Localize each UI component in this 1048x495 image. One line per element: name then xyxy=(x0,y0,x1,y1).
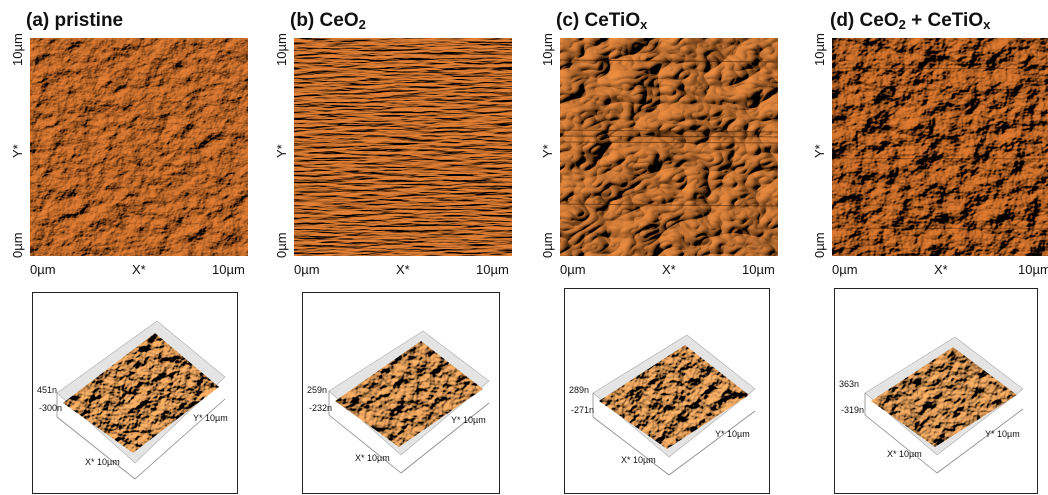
afm-3d-surface-plot: 451n -300n X* 10µm Y* 10µm xyxy=(32,292,238,494)
afm-image-2d xyxy=(30,38,248,256)
x-axis-left-label: 0µm xyxy=(30,262,56,277)
panel-b: (b) CeO2 10µm Y* 0µm 0µm X* 10µm xyxy=(264,0,526,495)
y-axis-label: Y* xyxy=(540,144,555,158)
z-min-label: -300n xyxy=(39,403,63,413)
z-max-label: 259n xyxy=(307,385,328,395)
y-axis-label: Y* xyxy=(10,144,25,158)
x-axis-label: X* xyxy=(662,262,676,277)
z-min-label: -271n xyxy=(571,405,595,415)
afm-image-2d xyxy=(832,38,1048,256)
x-axis-3d-label: X* 10µm xyxy=(887,449,922,459)
panel-title: (d) CeO2 + CeTiOx xyxy=(830,10,991,32)
z-min-label: -232n xyxy=(309,403,333,413)
y-axis-top-label: 10µm xyxy=(812,33,827,66)
z-max-label: 289n xyxy=(569,385,590,395)
afm-3d-surface-plot: 289n -271n X* 10µm Y* 10µm xyxy=(564,288,770,494)
x-axis-right-label: 10µm xyxy=(476,262,509,277)
afm-3d-surface-plot: 363n -319n X* 10µm Y* 10µm xyxy=(834,288,1038,494)
x-axis-3d-label: X* 10µm xyxy=(621,455,656,465)
panel-title: (b) CeO2 xyxy=(290,10,366,32)
x-axis-left-label: 0µm xyxy=(560,262,586,277)
x-axis-3d-label: X* 10µm xyxy=(355,453,390,463)
z-min-label: -319n xyxy=(841,405,865,415)
y-axis-top-label: 10µm xyxy=(540,33,555,66)
y-axis-3d-label: Y* 10µm xyxy=(193,413,228,423)
x-axis-right-label: 10µm xyxy=(1018,262,1048,277)
y-axis-top-label: 10µm xyxy=(10,33,25,66)
z-max-label: 451n xyxy=(37,385,58,395)
x-axis-label: X* xyxy=(934,262,948,277)
x-axis-right-label: 10µm xyxy=(742,262,775,277)
x-axis-3d-label: X* 10µm xyxy=(85,457,120,467)
x-axis-right-label: 10µm xyxy=(212,262,245,277)
y-axis-bottom-label: 0µm xyxy=(812,232,827,258)
y-axis-bottom-label: 0µm xyxy=(274,232,289,258)
afm-3d-surface-plot: 259n -232n X* 10µm Y* 10µm xyxy=(302,292,500,494)
x-axis-label: X* xyxy=(396,262,410,277)
y-axis-3d-label: Y* 10µm xyxy=(715,429,750,439)
y-axis-3d-label: Y* 10µm xyxy=(451,415,486,425)
panel-a: (a) pristine 10µm Y* 0µm 0µm X* 10µm xyxy=(0,0,262,495)
y-axis-label: Y* xyxy=(812,144,827,158)
afm-image-2d xyxy=(560,38,778,256)
panel-d: (d) CeO2 + CeTiOx 10µm Y* 0µm 0µm X* xyxy=(796,0,1048,495)
x-axis-left-label: 0µm xyxy=(294,262,320,277)
panel-title: (c) CeTiOx xyxy=(556,10,648,32)
z-max-label: 363n xyxy=(839,379,860,389)
y-axis-label: Y* xyxy=(274,144,289,158)
afm-image-2d xyxy=(294,38,512,256)
panel-c: (c) CeTiOx 10µm Y* 0µm xyxy=(530,0,792,495)
y-axis-top-label: 10µm xyxy=(274,33,289,66)
y-axis-3d-label: Y* 10µm xyxy=(985,429,1020,439)
x-axis-left-label: 0µm xyxy=(832,262,858,277)
y-axis-bottom-label: 0µm xyxy=(10,232,25,258)
panel-title: (a) pristine xyxy=(26,10,124,31)
x-axis-label: X* xyxy=(132,262,146,277)
y-axis-bottom-label: 0µm xyxy=(540,232,555,258)
